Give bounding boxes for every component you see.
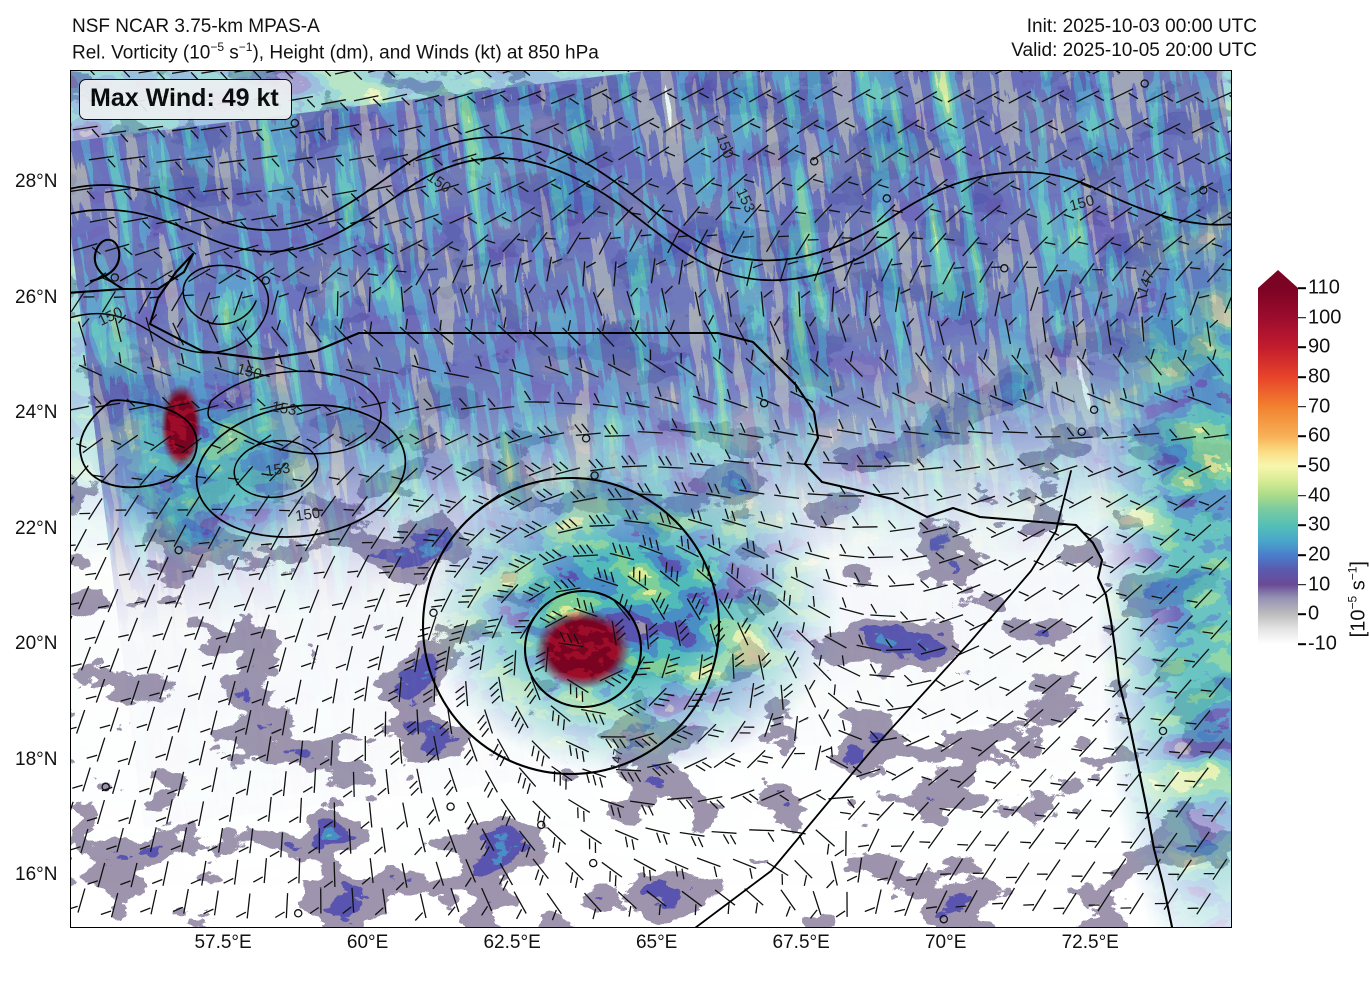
svg-text:147: 147 [1134,268,1159,297]
svg-text:150: 150 [96,304,126,330]
svg-text:150: 150 [424,168,454,196]
svg-text:150: 150 [235,360,264,383]
svg-text:153: 153 [270,398,298,419]
svg-text:147: 147 [607,748,626,772]
svg-text:153: 153 [264,460,291,480]
svg-text:150: 150 [294,505,321,525]
svg-text:150: 150 [712,132,737,161]
